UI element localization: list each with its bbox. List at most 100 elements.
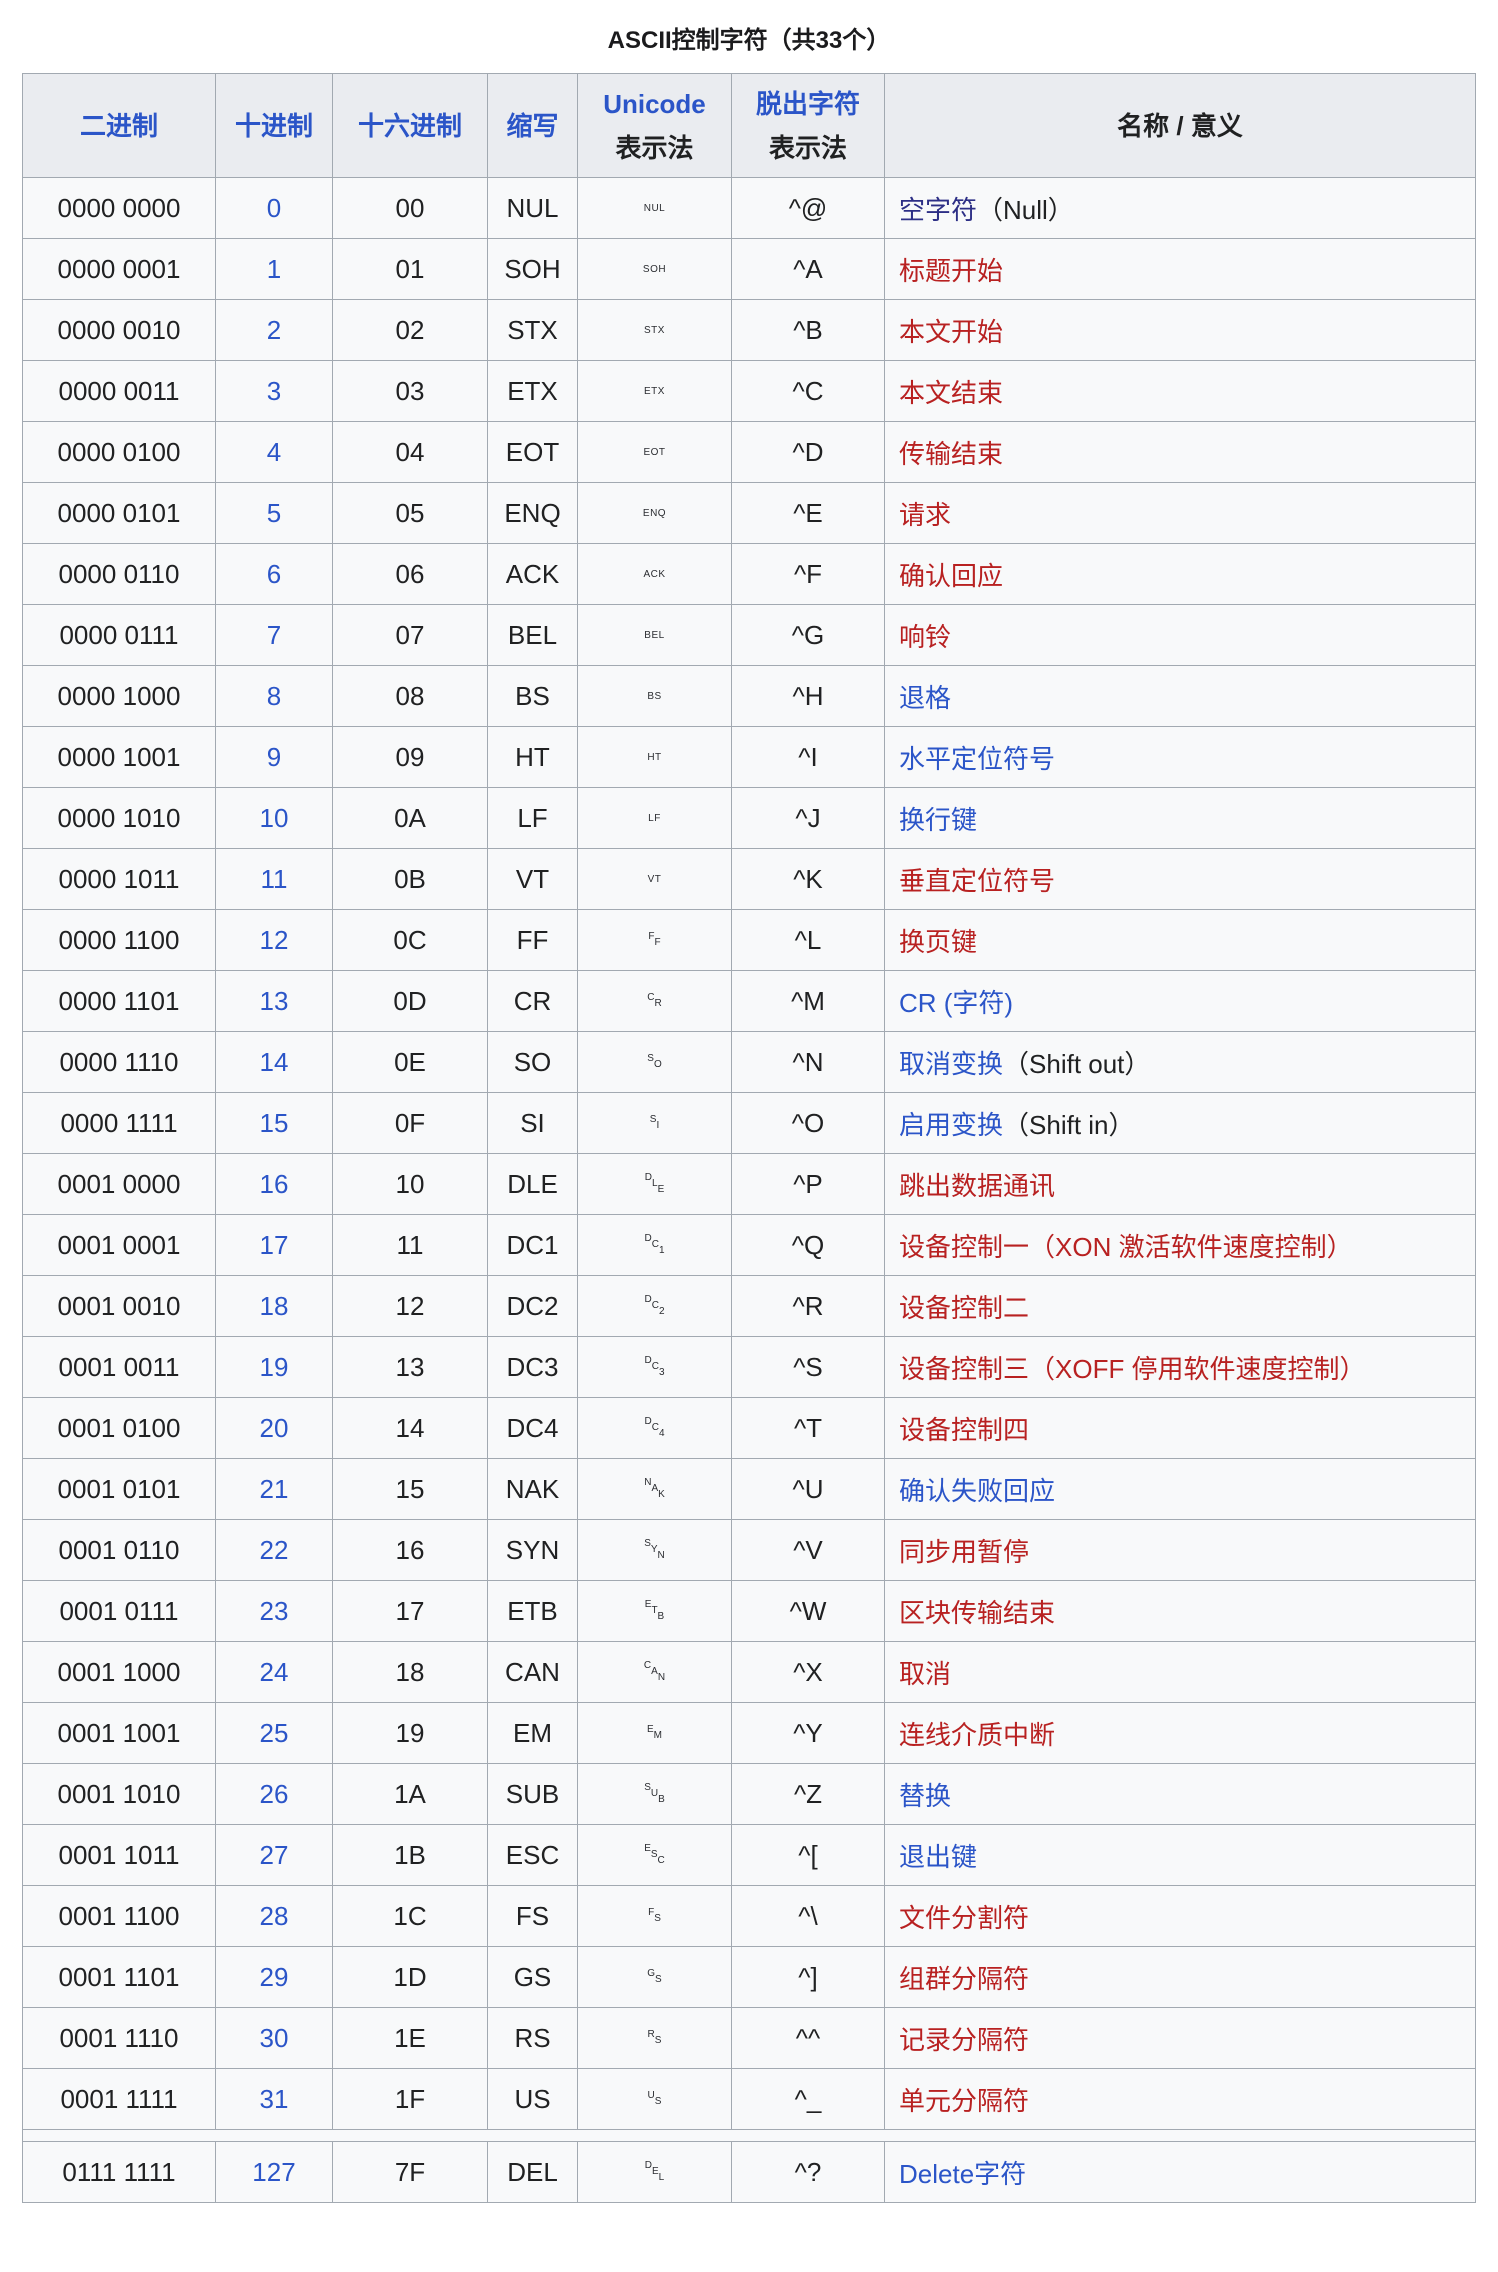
escape-cell: ^W bbox=[731, 1580, 885, 1642]
name-link[interactable]: 请求 bbox=[899, 499, 952, 530]
name-link[interactable]: 跳出数据通讯 bbox=[899, 1170, 1056, 1201]
name-link[interactable]: 换行键 bbox=[899, 804, 978, 835]
decimal-link[interactable]: 28 bbox=[259, 1900, 289, 1931]
decimal-link[interactable]: 7 bbox=[266, 619, 282, 650]
decimal-link[interactable]: 31 bbox=[259, 2083, 289, 2114]
decimal-link[interactable]: 12 bbox=[259, 924, 289, 955]
abbr-cell: VT bbox=[487, 848, 578, 910]
binary-cell: 0001 1101 bbox=[22, 1946, 216, 2008]
decimal-link[interactable]: 15 bbox=[259, 1107, 289, 1138]
decimal-link[interactable]: 24 bbox=[259, 1656, 289, 1687]
unicode-glyph-letter: S bbox=[644, 1782, 651, 1793]
name-link[interactable]: 组群分隔符 bbox=[899, 1963, 1030, 1994]
unicode-glyph-letter: E bbox=[652, 2166, 659, 2177]
decimal-cell: 14 bbox=[215, 1031, 333, 1093]
decimal-link[interactable]: 127 bbox=[252, 2156, 296, 2187]
name-link[interactable]: 换页键 bbox=[899, 926, 978, 957]
decimal-cell: 31 bbox=[215, 2068, 333, 2130]
hex-cell: 01 bbox=[332, 238, 488, 300]
decimal-link[interactable]: 23 bbox=[259, 1595, 289, 1626]
table-row: 0000 1111 15 0F SI SI ^O 启用变换（Shift in） bbox=[22, 1092, 1476, 1154]
decimal-link[interactable]: 11 bbox=[260, 863, 288, 894]
hex-cell: 0A bbox=[332, 787, 488, 849]
header-link-unicode[interactable]: Unicode bbox=[603, 88, 706, 119]
decimal-link[interactable]: 19 bbox=[259, 1351, 289, 1382]
decimal-link[interactable]: 5 bbox=[266, 497, 282, 528]
name-link[interactable]: 响铃 bbox=[899, 621, 952, 652]
name-link[interactable]: 启用变换 bbox=[899, 1109, 1004, 1140]
name-link[interactable]: 设备控制三（XOFF 停用软件速度控制） bbox=[899, 1353, 1366, 1384]
header-link-binary[interactable]: 二进制 bbox=[79, 110, 158, 141]
name-link[interactable]: 设备控制二 bbox=[899, 1292, 1030, 1323]
abbr-cell: NAK bbox=[487, 1458, 578, 1520]
decimal-link[interactable]: 22 bbox=[259, 1534, 289, 1565]
decimal-link[interactable]: 10 bbox=[259, 802, 289, 833]
header-link-hex[interactable]: 十六进制 bbox=[357, 110, 462, 141]
decimal-link[interactable]: 18 bbox=[259, 1290, 289, 1321]
decimal-link[interactable]: 1 bbox=[266, 253, 282, 284]
name-link[interactable]: 确认回应 bbox=[899, 560, 1004, 591]
decimal-link[interactable]: 16 bbox=[259, 1168, 289, 1199]
header-link-abbr[interactable]: 缩写 bbox=[506, 110, 559, 141]
table-row: 0001 0000 16 10 DLE DLE ^P 跳出数据通讯 bbox=[22, 1153, 1476, 1215]
header-link-escape[interactable]: 脱出字符 bbox=[755, 88, 860, 119]
unicode-symbol-cell: DC1 bbox=[577, 1214, 732, 1276]
decimal-link[interactable]: 30 bbox=[259, 2022, 289, 2053]
name-link[interactable]: 退格 bbox=[899, 682, 952, 713]
decimal-link[interactable]: 0 bbox=[266, 192, 282, 223]
name-link[interactable]: 确认失败回应 bbox=[899, 1475, 1056, 1506]
decimal-link[interactable]: 21 bbox=[259, 1473, 289, 1504]
name-link[interactable]: 替换 bbox=[899, 1780, 952, 1811]
name-link[interactable]: 取消变换 bbox=[899, 1048, 1004, 1079]
name-link[interactable]: 传输结束 bbox=[899, 438, 1004, 469]
escape-cell: ^G bbox=[731, 604, 885, 666]
decimal-link[interactable]: 20 bbox=[259, 1412, 289, 1443]
unicode-symbol-cell: BEL bbox=[577, 604, 732, 666]
name-cell: 确认失败回应 bbox=[884, 1458, 1476, 1520]
escape-cell: ^L bbox=[731, 909, 885, 971]
name-link[interactable]: 标题开始 bbox=[899, 255, 1004, 286]
name-link[interactable]: 空字符 bbox=[899, 194, 978, 225]
decimal-link[interactable]: 3 bbox=[266, 375, 282, 406]
unicode-glyph-letter: R bbox=[647, 2029, 655, 2040]
escape-cell: ^A bbox=[731, 238, 885, 300]
name-link[interactable]: 取消 bbox=[899, 1658, 952, 1689]
abbr-cell: STX bbox=[487, 299, 578, 361]
name-link[interactable]: 同步用暂停 bbox=[899, 1536, 1030, 1567]
decimal-link[interactable]: 8 bbox=[266, 680, 282, 711]
decimal-link[interactable]: 6 bbox=[266, 558, 282, 589]
name-link[interactable]: 区块传输结束 bbox=[899, 1597, 1056, 1628]
decimal-link[interactable]: 17 bbox=[259, 1229, 289, 1260]
decimal-link[interactable]: 29 bbox=[259, 1961, 289, 1992]
name-link[interactable]: 水平定位符号 bbox=[899, 743, 1056, 774]
decimal-link[interactable]: 4 bbox=[266, 436, 282, 467]
unicode-symbol-cell: DLE bbox=[577, 1153, 732, 1215]
decimal-link[interactable]: 2 bbox=[266, 314, 282, 345]
name-link[interactable]: 记录分隔符 bbox=[899, 2024, 1030, 2055]
table-row: 0001 1001 25 19 EM EM ^Y 连线介质中断 bbox=[22, 1702, 1476, 1764]
escape-cell: ^T bbox=[731, 1397, 885, 1459]
decimal-link[interactable]: 25 bbox=[259, 1717, 289, 1748]
decimal-link[interactable]: 13 bbox=[259, 985, 289, 1016]
name-link[interactable]: 设备控制四 bbox=[899, 1414, 1030, 1445]
decimal-link[interactable]: 14 bbox=[259, 1046, 289, 1077]
name-link[interactable]: 文件分割符 bbox=[899, 1902, 1030, 1933]
header-link-decimal[interactable]: 十进制 bbox=[234, 110, 313, 141]
name-link[interactable]: 本文开始 bbox=[899, 316, 1004, 347]
name-link[interactable]: 退出键 bbox=[899, 1841, 978, 1872]
name-link[interactable]: 本文结束 bbox=[899, 377, 1004, 408]
decimal-link[interactable]: 26 bbox=[259, 1778, 289, 1809]
name-link[interactable]: 设备控制一（XON 激活软件速度控制） bbox=[899, 1231, 1353, 1262]
escape-cell: ^N bbox=[731, 1031, 885, 1093]
name-link[interactable]: Delete字符 bbox=[899, 2158, 1027, 2189]
decimal-cell: 21 bbox=[215, 1458, 333, 1520]
unicode-glyph-letter: B bbox=[657, 1611, 665, 1622]
name-link[interactable]: 垂直定位符号 bbox=[899, 865, 1056, 896]
name-link[interactable]: 连线介质中断 bbox=[899, 1719, 1056, 1750]
decimal-link[interactable]: 9 bbox=[266, 741, 282, 772]
decimal-cell: 19 bbox=[215, 1336, 333, 1398]
table-row: 0000 0011 3 03 ETX ETX ^C 本文结束 bbox=[22, 360, 1476, 422]
name-link[interactable]: 单元分隔符 bbox=[899, 2085, 1030, 2116]
name-link[interactable]: CR (字符) bbox=[899, 987, 1014, 1018]
decimal-link[interactable]: 27 bbox=[259, 1839, 289, 1870]
